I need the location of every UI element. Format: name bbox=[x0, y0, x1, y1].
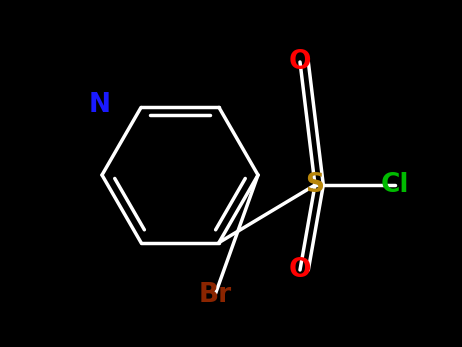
Text: Cl: Cl bbox=[381, 172, 409, 198]
Text: O: O bbox=[289, 257, 311, 283]
Text: Br: Br bbox=[199, 282, 231, 308]
Text: O: O bbox=[289, 49, 311, 75]
Text: N: N bbox=[89, 92, 111, 118]
Text: S: S bbox=[305, 172, 324, 198]
